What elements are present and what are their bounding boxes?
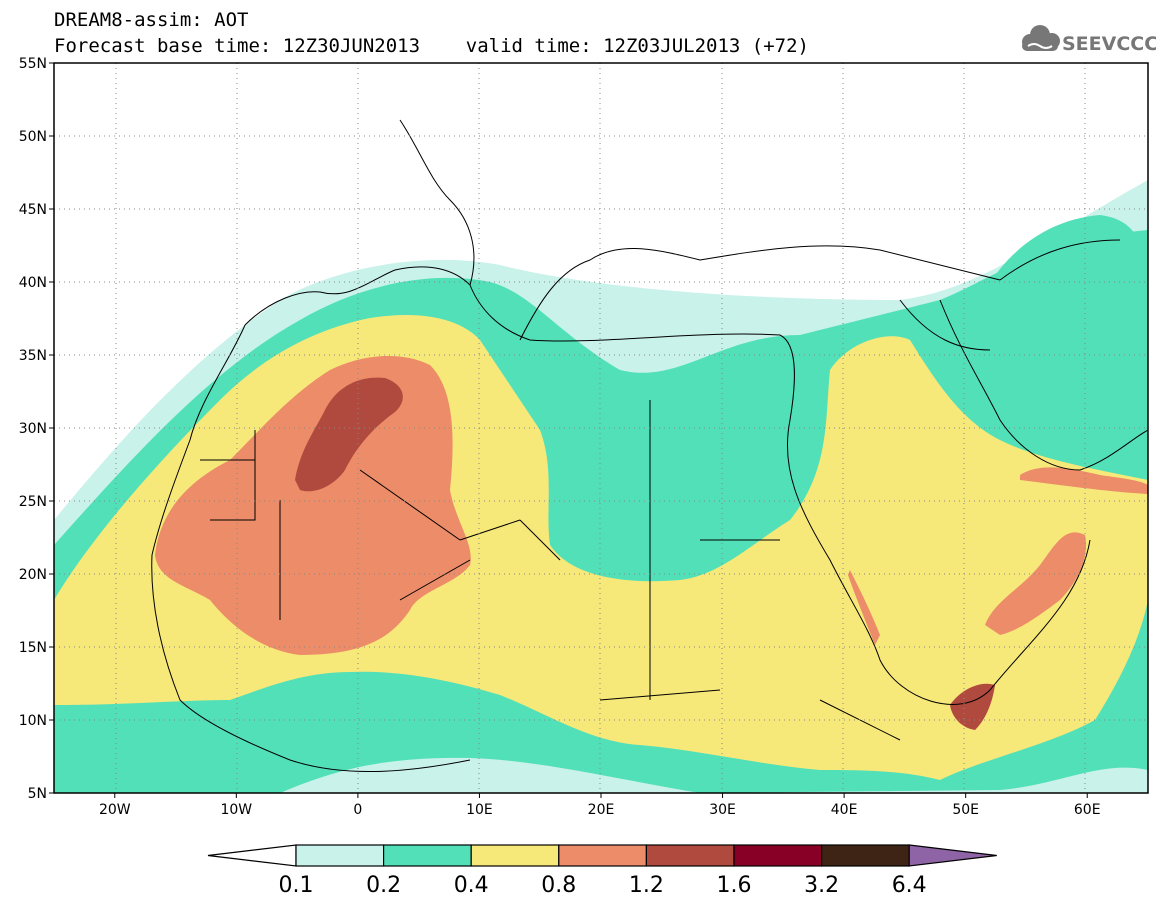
colorbar-level-label: 3.2 — [804, 873, 839, 898]
lat-tick-label: 25N — [19, 494, 47, 510]
lat-tick-label: 15N — [19, 640, 47, 656]
colorbar-level-label: 1.6 — [717, 873, 752, 898]
lat-tick-label: 5N — [28, 786, 47, 802]
lon-tick-label: 60E — [1074, 802, 1101, 818]
colorbar-segment — [558, 844, 647, 867]
lat-tick-label: 35N — [19, 348, 47, 364]
aot-contour-1.2 — [295, 377, 403, 492]
lat-tick-label: 20N — [19, 567, 47, 583]
colorbar-level-label: 1.2 — [629, 873, 664, 898]
aot-contour-0.2 — [979, 215, 1148, 322]
aot-contour-0.8 — [1020, 467, 1148, 494]
lat-tick-label: 10N — [19, 713, 47, 729]
lon-tick-label: 10W — [220, 802, 252, 818]
colorbar-segment — [820, 844, 910, 867]
lon-tick-label: 40E — [831, 802, 858, 818]
lat-tick-label: 50N — [19, 129, 47, 145]
lat-tick-label: 40N — [19, 275, 47, 291]
colorbar-level-label: 0.1 — [279, 873, 314, 898]
colorbar-high-arrow — [908, 844, 997, 867]
coastlines — [151, 119, 1148, 773]
colorbar-segment — [733, 844, 823, 867]
lat-tick-label: 30N — [19, 421, 47, 437]
lat-tick-label: 45N — [19, 202, 47, 218]
aot-contour-0.8 — [848, 570, 880, 645]
colorbar-low-arrow — [207, 844, 297, 867]
axis-ticks: 55N 50N 45N 40N 35N 30N 25N 20N 15N 10N 5N 20W 10W 0 1… — [19, 56, 1101, 818]
lon-tick-label: 20E — [588, 802, 615, 818]
colorbar-level-label: 6.4 — [892, 873, 927, 898]
lon-tick-label: 30E — [709, 802, 736, 818]
colorbar-level-label: 0.2 — [366, 873, 401, 898]
colorbar-segment — [470, 844, 560, 867]
lon-tick-label: 50E — [952, 802, 979, 818]
aot-contour-0.8 — [155, 355, 471, 655]
colorbar-segment — [383, 844, 472, 867]
logo-text: SEEVCCC — [1062, 33, 1156, 55]
lon-tick-label: 0 — [353, 802, 362, 818]
colorbar-level-label: 0.4 — [454, 873, 489, 898]
forecast-time-info: Forecast base time: 12Z30JUN2013 valid t… — [54, 35, 809, 57]
lon-tick-label: 20W — [99, 802, 131, 818]
lon-tick-label: 10E — [466, 802, 493, 818]
map-title: DREAM8-assim: AOT — [54, 9, 249, 31]
lat-tick-label: 55N — [19, 56, 47, 72]
map-panel — [54, 63, 1148, 793]
graticule — [54, 63, 1148, 793]
seevccc-logo: SEEVCCC — [1022, 25, 1156, 55]
colorbar-segment — [645, 844, 735, 867]
colorbar-level-label: 0.8 — [541, 873, 576, 898]
colorbar-segment — [295, 844, 385, 867]
colorbar: 0.1 0.2 0.4 0.8 1.2 1.6 3.2 6.4 — [207, 844, 997, 898]
aot-contour-0.8 — [985, 532, 1086, 635]
